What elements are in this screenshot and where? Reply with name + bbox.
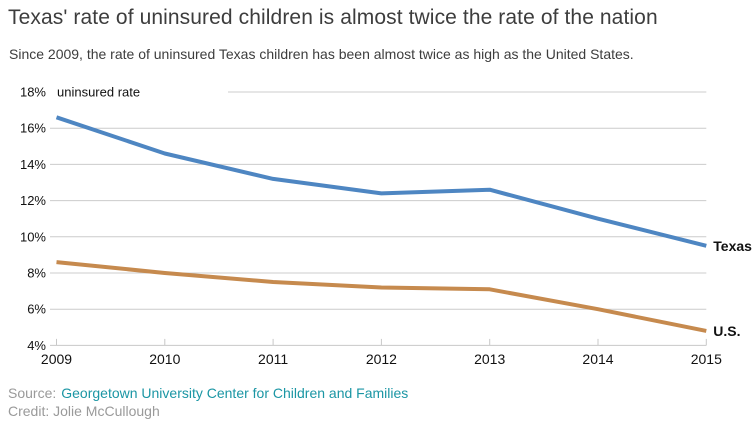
- y-tick-label: 10%: [20, 229, 46, 244]
- x-tick-label: 2009: [41, 351, 72, 367]
- y-tick-label: 6%: [27, 302, 46, 317]
- series-label-us: U.S.: [713, 323, 740, 339]
- credit-line: Credit: Jolie McCullough: [8, 403, 160, 419]
- y-tick-label: 18%: [20, 85, 46, 100]
- y-tick-label: 8%: [27, 266, 46, 281]
- x-tick-label: 2012: [366, 351, 397, 367]
- source-link[interactable]: Georgetown University Center for Childre…: [61, 385, 409, 401]
- y-axis-title: uninsured rate: [57, 85, 140, 100]
- x-tick-label: 2015: [691, 351, 722, 367]
- y-tick-label: 14%: [20, 157, 46, 172]
- y-tick-label: 16%: [20, 121, 46, 136]
- source-line: Source: Georgetown University Center for …: [8, 385, 408, 401]
- uninsured-rate-line-chart: 18% 16% 14% 12% 10% 8% 6% 4% uninsured rate 2009 2…: [20, 85, 752, 367]
- us-line: [56, 260, 707, 333]
- x-tick-label: 2014: [582, 351, 613, 367]
- series-label-texas: Texas: [713, 238, 752, 254]
- y-tick-label: 4%: [27, 338, 46, 353]
- x-tick-label: 2013: [474, 351, 505, 367]
- x-tick-label: 2011: [258, 351, 288, 367]
- source-label: Source:: [8, 385, 57, 401]
- y-tick-label: 12%: [20, 193, 46, 208]
- x-tick-label: 2010: [149, 351, 180, 367]
- page-title: Texas' rate of uninsured children is alm…: [8, 6, 658, 29]
- texas-line: [55, 115, 707, 248]
- page-subtitle: Since 2009, the rate of uninsured Texas …: [9, 46, 634, 62]
